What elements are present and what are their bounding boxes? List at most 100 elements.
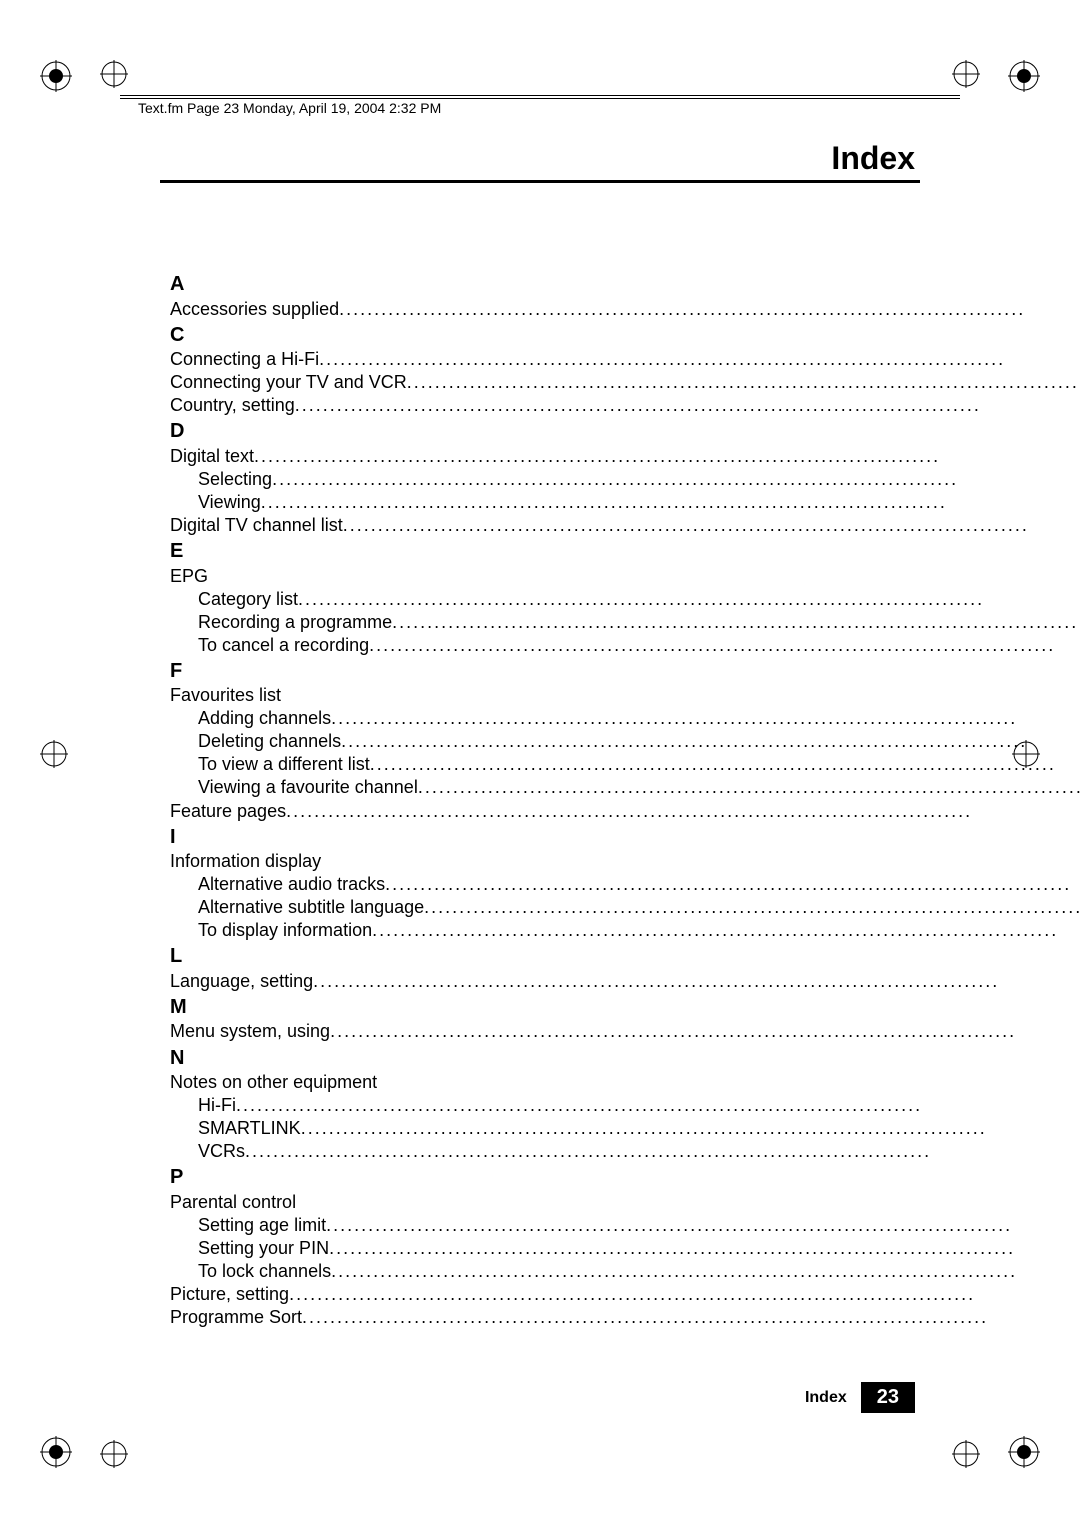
index-entry: Menu system, using9 xyxy=(170,1020,1080,1043)
index-subentry: Hi-Fi19 xyxy=(170,1094,1080,1117)
leader-dots xyxy=(313,970,1080,993)
index-entry-label: Alternative subtitle language xyxy=(198,896,424,919)
index-group-head: Favourites list xyxy=(170,684,1080,707)
index-subentry: To display information17 xyxy=(170,919,1080,942)
footer-label: Index xyxy=(805,1389,847,1407)
index-subentry: Adding channels9 xyxy=(170,707,1080,730)
index-entry-label: To cancel a recording xyxy=(198,634,369,657)
leader-dots xyxy=(326,1214,1080,1237)
leader-dots xyxy=(236,1094,1080,1117)
leader-dots xyxy=(301,1117,1080,1140)
leader-dots xyxy=(339,298,1080,321)
crop-mark-icon xyxy=(40,1436,72,1468)
page-title: Index xyxy=(831,140,915,177)
index-entry-label: Digital TV channel list xyxy=(170,514,343,537)
index-subentry: Category list15 xyxy=(170,588,1080,611)
registration-mark-icon xyxy=(40,740,68,768)
leader-dots xyxy=(286,800,1080,823)
index-entry: Language, setting10 xyxy=(170,970,1080,993)
index-entry-label: VCRs xyxy=(198,1140,245,1163)
index-letter: N xyxy=(170,1046,1080,1072)
index-group-head: Information display xyxy=(170,850,1080,873)
index-letter: E xyxy=(170,539,1080,565)
index-letter: A xyxy=(170,272,1080,298)
registration-mark-icon xyxy=(952,60,980,88)
leader-dots xyxy=(289,1283,1080,1306)
index-subentry: VCRs19 xyxy=(170,1140,1080,1163)
leader-dots xyxy=(329,1237,1080,1260)
registration-mark-icon xyxy=(100,60,128,88)
title-rule xyxy=(160,180,920,183)
leader-dots xyxy=(245,1140,1080,1163)
index-column-left: AAccessories supplied5CConnecting a Hi-F… xyxy=(170,270,1080,1329)
index-entry-label: Alternative audio tracks xyxy=(198,873,385,896)
index-subentry: Viewing18 xyxy=(170,491,1080,514)
index-subentry: Alternative subtitle language17 xyxy=(170,896,1080,919)
index-entry: Accessories supplied5 xyxy=(170,298,1080,321)
index-subentry: Setting age limit11 xyxy=(170,1214,1080,1237)
index-entry-label: Digital text xyxy=(170,445,254,468)
index-entry-label: Picture, setting xyxy=(170,1283,289,1306)
leader-dots xyxy=(331,707,1080,730)
index-entry-label: Deleting channels xyxy=(198,730,341,753)
leader-dots xyxy=(330,1020,1080,1043)
index-group-head: Notes on other equipment xyxy=(170,1071,1080,1094)
index-entry: Programme Sort13 xyxy=(170,1306,1080,1329)
crop-mark-icon xyxy=(1008,1436,1040,1468)
index-entry-label: Adding channels xyxy=(198,707,331,730)
leader-dots xyxy=(341,730,1080,753)
index-subentry: To cancel a recording16 xyxy=(170,634,1080,657)
leader-dots xyxy=(370,753,1080,776)
leader-dots xyxy=(424,896,1080,919)
index-entry-label: Accessories supplied xyxy=(170,298,339,321)
index-entry-label: To display information xyxy=(198,919,372,942)
index-entry-label: Programme Sort xyxy=(170,1306,302,1329)
index-entry: Connecting a Hi-Fi7 xyxy=(170,348,1080,371)
index-entry: Digital TV channel list22 xyxy=(170,514,1080,537)
index-letter: D xyxy=(170,419,1080,445)
index-letter: M xyxy=(170,995,1080,1021)
index-letter: F xyxy=(170,659,1080,685)
index-entry: Feature pages14 xyxy=(170,800,1080,823)
leader-dots xyxy=(272,468,1080,491)
leader-dots xyxy=(418,776,1080,799)
index-subentry: To view a different list9 xyxy=(170,753,1080,776)
index-group-head: EPG xyxy=(170,565,1080,588)
index-entry-label: Setting your PIN xyxy=(198,1237,329,1260)
leader-dots xyxy=(254,445,1080,468)
crop-mark-icon xyxy=(40,60,72,92)
leader-dots xyxy=(261,491,1080,514)
leader-dots xyxy=(385,873,1080,896)
index-entry-label: Viewing xyxy=(198,491,261,514)
index-entry: Digital text18 xyxy=(170,445,1080,468)
index-letter: P xyxy=(170,1165,1080,1191)
index-entry-label: Category list xyxy=(198,588,298,611)
index-entry-label: Country, setting xyxy=(170,394,295,417)
leader-dots xyxy=(372,919,1080,942)
index-entry-label: Connecting a Hi-Fi xyxy=(170,348,319,371)
index-subentry: Selecting18 xyxy=(170,468,1080,491)
header-text: Text.fm Page 23 Monday, April 19, 2004 2… xyxy=(138,100,441,116)
index-columns: AAccessories supplied5CConnecting a Hi-F… xyxy=(170,270,910,1329)
index-entry-label: Connecting your TV and VCR xyxy=(170,371,407,394)
index-entry: Connecting your TV and VCR7 xyxy=(170,371,1080,394)
leader-dots xyxy=(295,394,1080,417)
leader-dots xyxy=(343,514,1080,537)
index-entry-label: To view a different list xyxy=(198,753,370,776)
index-subentry: Viewing a favourite channel9 xyxy=(170,776,1080,799)
footer: Index 23 xyxy=(805,1382,915,1413)
index-subentry: Recording a programme16 xyxy=(170,611,1080,634)
index-subentry: SMARTLINK19 xyxy=(170,1117,1080,1140)
index-letter: C xyxy=(170,323,1080,349)
index-entry-label: Feature pages xyxy=(170,800,286,823)
crop-mark-icon xyxy=(1008,60,1040,92)
index-letter: L xyxy=(170,944,1080,970)
index-subentry: Alternative audio tracks17 xyxy=(170,873,1080,896)
registration-mark-icon xyxy=(100,1440,128,1468)
leader-dots xyxy=(298,588,1080,611)
index-subentry: Setting your PIN11 xyxy=(170,1237,1080,1260)
index-entry-label: SMARTLINK xyxy=(198,1117,301,1140)
leader-dots xyxy=(407,371,1080,394)
index-entry-label: Setting age limit xyxy=(198,1214,326,1237)
index-letter: I xyxy=(170,825,1080,851)
